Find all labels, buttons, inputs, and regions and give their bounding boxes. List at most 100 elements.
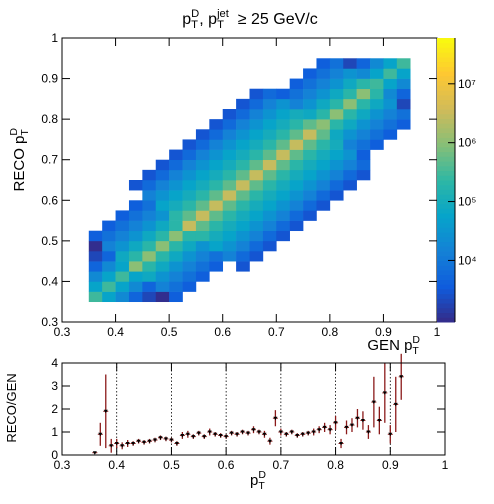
heatmap-cell xyxy=(102,230,116,242)
data-point xyxy=(262,432,267,437)
heatmap-cell xyxy=(236,109,250,120)
color-scale-step xyxy=(437,85,455,91)
heatmap-cell xyxy=(316,88,331,100)
heatmap-cell xyxy=(195,251,210,262)
heatmap-cell xyxy=(88,271,103,282)
heatmap-cell xyxy=(102,220,116,232)
heatmap-cell xyxy=(356,109,371,120)
heatmap-cell xyxy=(102,291,116,303)
color-scale-step xyxy=(437,217,455,224)
heatmap-cell xyxy=(102,281,116,292)
heatmap-cell xyxy=(169,291,183,303)
label-part: T xyxy=(191,19,198,31)
data-point xyxy=(273,416,278,421)
heatmap-cell xyxy=(383,109,398,120)
heatmap-cell xyxy=(128,281,143,292)
heatmap-cell xyxy=(343,149,357,161)
heatmap-cell xyxy=(316,109,331,120)
heatmap-cell xyxy=(115,220,130,232)
color-scale-step xyxy=(437,75,455,82)
heatmap-cell xyxy=(155,200,170,211)
heatmap-cell xyxy=(303,68,317,79)
heatmap-cell xyxy=(222,129,237,140)
heatmap-cell xyxy=(236,200,250,211)
heatmap-cell xyxy=(115,281,130,292)
data-point xyxy=(213,432,218,437)
heatmap-cell xyxy=(169,261,183,272)
heatmap-cell xyxy=(169,230,183,242)
heatmap-cell xyxy=(262,159,277,171)
data-point xyxy=(185,432,190,437)
color-scale-step xyxy=(437,109,455,115)
heatmap-cell xyxy=(128,291,143,303)
data-point xyxy=(163,437,168,441)
heatmap-cell xyxy=(370,129,384,140)
heatmap-cell xyxy=(262,169,277,181)
heatmap-cell xyxy=(329,109,344,120)
heatmap-cell xyxy=(195,261,210,272)
heatmap-cell xyxy=(316,190,331,201)
label-part: p xyxy=(182,11,191,28)
heatmap-cell xyxy=(249,190,264,201)
heatmap-cell xyxy=(329,98,344,110)
heatmap-cell xyxy=(222,200,237,211)
heatmap-cell xyxy=(169,271,183,282)
color-scale-step xyxy=(437,47,455,53)
heatmap-cell xyxy=(276,200,290,211)
heatmap-cell xyxy=(155,281,170,292)
heatmap-cell xyxy=(303,98,317,110)
heatmap-cell xyxy=(209,149,224,161)
heatmap-cell xyxy=(209,190,224,201)
heatmap-cell xyxy=(383,129,398,140)
heatmap-cell xyxy=(88,240,103,252)
color-scale-step xyxy=(437,227,455,233)
heatmap-cell xyxy=(396,98,411,110)
heatmap-cell xyxy=(155,271,170,282)
heatmap-cell xyxy=(169,180,183,191)
heatmap-cell xyxy=(303,159,317,171)
color-scale-step xyxy=(437,189,455,195)
heatmap-cell xyxy=(370,68,384,79)
color-scale-step xyxy=(437,123,455,129)
color-scale-step xyxy=(437,146,455,153)
heatmap-cell xyxy=(155,261,170,272)
heatmap-cell xyxy=(289,119,304,130)
data-point xyxy=(174,442,179,446)
heatmap-cell xyxy=(222,159,237,171)
data-point xyxy=(235,432,240,437)
data-point xyxy=(371,400,376,405)
label-part: jet xyxy=(216,8,230,20)
heatmap-cell xyxy=(169,200,183,211)
color-scale-step xyxy=(437,94,455,101)
y-tick-label: 0.8 xyxy=(41,112,58,126)
heatmap-cell xyxy=(222,169,237,181)
color-scale-step xyxy=(437,104,455,110)
x-axis-title: GEN pTD xyxy=(367,334,420,357)
color-scale-label: 10⁷ xyxy=(458,77,476,91)
heatmap-cell xyxy=(356,119,371,130)
heatmap-cell xyxy=(276,119,290,130)
heatmap-cell xyxy=(370,98,384,110)
heatmap-cell xyxy=(155,180,170,191)
heatmap-cell xyxy=(222,230,237,242)
color-scale-step xyxy=(437,288,455,295)
heatmap-cell xyxy=(289,159,304,171)
y-tick-label: 1 xyxy=(51,31,58,45)
data-point xyxy=(393,402,398,407)
heatmap-cell xyxy=(142,230,157,242)
heatmap-cell xyxy=(88,251,103,262)
x-tick-label: 0.6 xyxy=(214,325,231,339)
color-scale-step xyxy=(437,156,455,162)
heatmap-cell xyxy=(249,240,264,252)
heatmap-cell xyxy=(356,68,371,79)
heatmap-cell xyxy=(182,190,197,201)
heatmap-cell xyxy=(370,119,384,130)
heatmap-cell xyxy=(155,190,170,201)
heatmap-cell xyxy=(303,149,317,161)
heatmap-cell xyxy=(169,190,183,201)
data-point xyxy=(147,439,152,444)
color-scale-step xyxy=(437,184,455,190)
data-point xyxy=(114,442,119,446)
heatmap-cell xyxy=(128,230,143,242)
label-part: T xyxy=(412,345,419,357)
